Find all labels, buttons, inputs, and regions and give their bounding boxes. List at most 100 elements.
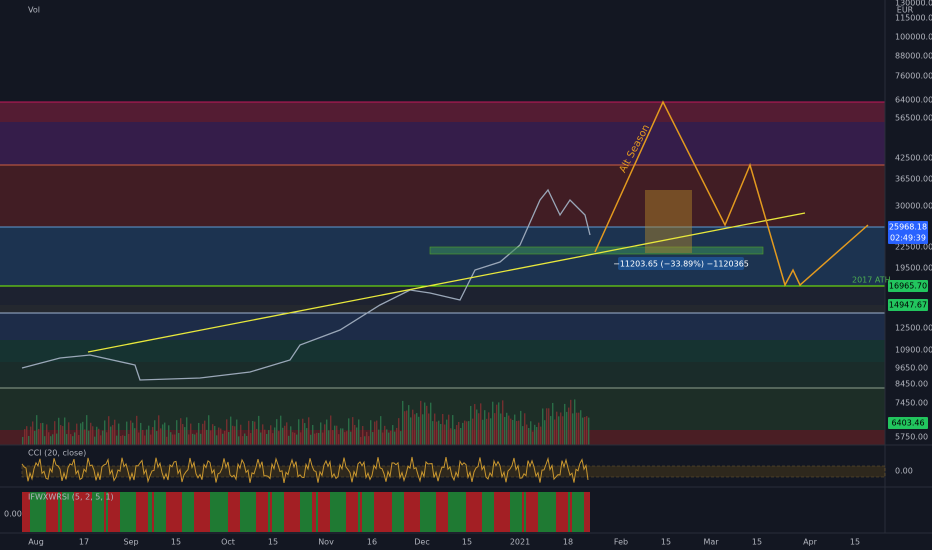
- volume-bar: [578, 412, 580, 445]
- price-tag: 16965.70: [889, 282, 927, 291]
- ifw-stripe: [420, 492, 422, 532]
- volume-bar: [426, 405, 428, 445]
- price-label: 9650.00: [895, 364, 928, 373]
- volume-bar: [180, 418, 182, 445]
- volume-bar: [358, 419, 360, 445]
- volume-bar: [254, 421, 256, 445]
- ifw-stripe: [258, 492, 260, 532]
- ifw-stripe: [302, 492, 304, 532]
- ifw-stripe: [268, 492, 270, 532]
- ifw-stripe: [76, 492, 78, 532]
- ifw-stripe: [226, 492, 228, 532]
- volume-bar: [138, 432, 140, 445]
- ifw-stripe: [490, 492, 492, 532]
- ifw-stripe: [180, 492, 182, 532]
- volume-bar: [52, 434, 54, 445]
- volume-bar: [376, 420, 378, 445]
- price-tag-bg: [888, 417, 928, 429]
- volume-bar: [162, 424, 164, 445]
- volume-bar: [508, 415, 510, 445]
- volume-bar: [264, 429, 266, 445]
- ifw-stripe: [130, 492, 132, 532]
- ifw-stripe: [60, 492, 62, 532]
- ifw-stripe: [212, 492, 214, 532]
- ifw-stripe: [234, 492, 236, 532]
- ifw-stripe: [510, 492, 512, 532]
- volume-bar: [50, 436, 52, 445]
- ifw-stripe: [196, 492, 198, 532]
- ifw-stripe: [550, 492, 552, 532]
- volume-bar: [546, 408, 548, 445]
- time-label: Sep: [123, 538, 138, 547]
- ifw-stripe: [102, 492, 104, 532]
- ifw-stripe: [528, 492, 530, 532]
- volume-bar: [516, 421, 518, 445]
- ifw-stripe: [98, 492, 100, 532]
- ifw-stripe: [70, 492, 72, 532]
- ifw-stripe: [352, 492, 354, 532]
- volume-bar: [48, 432, 50, 445]
- time-label: Apr: [803, 538, 818, 547]
- price-label: 64000.00: [895, 96, 932, 105]
- time-label: Mar: [703, 538, 719, 547]
- ifw-stripe: [170, 492, 172, 532]
- volume-bar: [514, 414, 516, 445]
- ifw-stripe: [24, 492, 26, 532]
- ifw-stripe: [290, 492, 292, 532]
- volume-bar: [284, 425, 286, 445]
- ifw-stripe: [72, 492, 74, 532]
- volume-label: Vol: [28, 6, 40, 15]
- volume-bar: [460, 427, 462, 445]
- volume-bar: [296, 434, 298, 445]
- ifw-stripe: [236, 492, 238, 532]
- volume-bar: [434, 413, 436, 445]
- volume-bar: [120, 436, 122, 445]
- time-label: 16: [367, 538, 377, 547]
- ifw-stripe: [346, 492, 348, 532]
- ifw-stripe: [498, 492, 500, 532]
- ifw-stripe: [228, 492, 230, 532]
- ifw-stripe: [54, 492, 56, 532]
- volume-bar: [136, 415, 138, 445]
- time-label: 15: [661, 538, 671, 547]
- volume-bar: [470, 405, 472, 445]
- ifw-stripe: [440, 492, 442, 532]
- ifw-stripe: [168, 492, 170, 532]
- ifw-stripe: [380, 492, 382, 532]
- volume-bar: [432, 421, 434, 445]
- volume-bar: [292, 432, 294, 445]
- volume-bar: [54, 421, 56, 445]
- price-tag-bg: [888, 280, 928, 292]
- volume-bar: [342, 428, 344, 445]
- ifw-stripe: [52, 492, 54, 532]
- volume-bar: [330, 415, 332, 445]
- ifw-stripe: [436, 492, 438, 532]
- volume-bar: [446, 419, 448, 445]
- ifw-stripe: [174, 492, 176, 532]
- volume-bar: [384, 425, 386, 445]
- volume-bar: [36, 415, 38, 445]
- volume-bar: [382, 432, 384, 445]
- ifw-stripe: [568, 492, 570, 532]
- ifw-stripe: [468, 492, 470, 532]
- volume-bar: [80, 423, 82, 445]
- ifw-stripe: [200, 492, 202, 532]
- volume-bar: [182, 424, 184, 445]
- ifw-stripe: [496, 492, 498, 532]
- volume-bar: [352, 417, 354, 445]
- ifw-stripe: [296, 492, 298, 532]
- ifw-stripe: [548, 492, 550, 532]
- volume-bar: [400, 431, 402, 445]
- ifw-stripe: [366, 492, 368, 532]
- price-label: 12500.00: [895, 324, 932, 333]
- time-label: 15: [462, 538, 472, 547]
- volume-bar: [200, 433, 202, 445]
- ifw-stripe: [312, 492, 314, 532]
- volume-bar: [422, 414, 424, 445]
- volume-bar: [156, 431, 158, 445]
- price-label: 5750.00: [895, 433, 928, 442]
- volume-bar: [150, 434, 152, 445]
- volume-bar: [568, 407, 570, 445]
- ifw-stripes: [22, 492, 590, 532]
